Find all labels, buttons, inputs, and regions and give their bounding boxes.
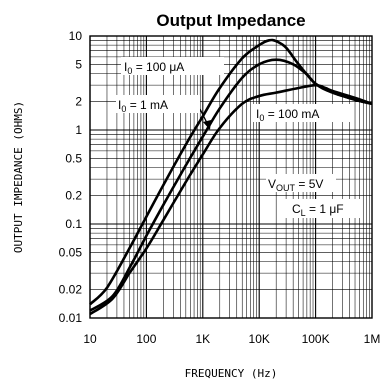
label-i100m: I0 = 100 mA	[256, 107, 319, 123]
label-i1m: I0 = 1 mA	[118, 98, 168, 114]
x-tick-label: 10K	[249, 332, 270, 346]
y-tick-label: 2	[75, 95, 82, 109]
x-axis-label: FREQUENCY (Hz)	[185, 367, 278, 380]
y-tick-labels: 10 5 2 1 0.5 0.2 0.1 0.05 0.02 0.01	[59, 29, 83, 325]
chart-title: Output Impedance	[156, 11, 305, 30]
y-tick-label: 0.1	[65, 217, 82, 231]
y-tick-label: 0.05	[59, 245, 83, 259]
plot-frame	[89, 35, 373, 319]
y-tick-label: 0.02	[59, 283, 83, 297]
label-bg-i100m	[253, 104, 351, 122]
label-bg-vout	[266, 174, 336, 192]
y-tick-label: 0.5	[65, 151, 82, 165]
label-vout: VOUT = 5V	[268, 177, 323, 193]
x-tick-label: 1K	[195, 332, 210, 346]
series-line-3	[89, 83, 373, 316]
y-tick-label: 5	[75, 57, 82, 71]
y-tick-label: 1	[75, 123, 82, 137]
y-tick-label: 0.01	[59, 311, 83, 325]
series-lines	[89, 38, 373, 316]
label-i100u: I0 = 100 μA	[124, 60, 184, 76]
label-bg-i100u	[121, 57, 224, 75]
x-tick-label: 100	[136, 332, 156, 346]
x-tick-label: 10	[83, 332, 97, 346]
x-tick-label: 100K	[302, 332, 330, 346]
y-axis-label: OUTPUT IMPEDANCE (OHMS)	[12, 101, 25, 253]
label-bg-i1m	[116, 95, 200, 113]
x-tick-label: 1M	[364, 332, 380, 346]
y-tick-label: 10	[69, 29, 83, 43]
annotation-arrowhead	[203, 120, 211, 130]
x-tick-labels: 10 100 1K 10K 100K 1M	[83, 332, 380, 346]
y-tick-label: 0.2	[65, 189, 82, 203]
label-bg-cl	[280, 199, 362, 218]
label-cl: CL = 1 μF	[292, 202, 344, 218]
